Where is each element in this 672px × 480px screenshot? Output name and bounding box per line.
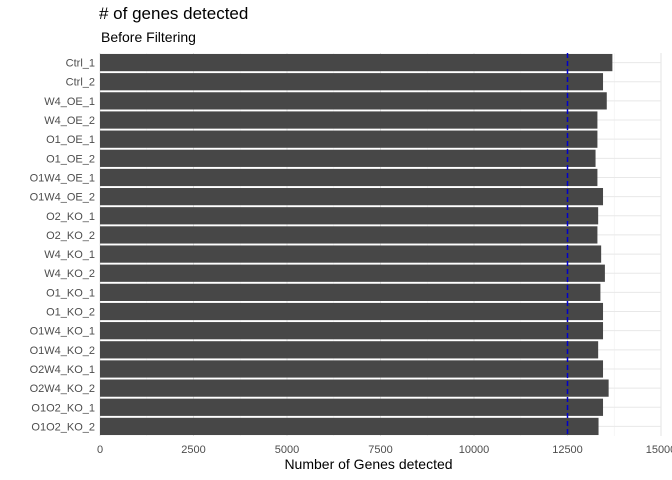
category-label: O1O2_KO_1: [31, 402, 95, 414]
bar-O1_OE_2: [100, 149, 596, 167]
category-label: O1O2_KO_2: [31, 421, 95, 433]
category-tick-labels: Ctrl_1 Ctrl_2 W4_OE_1 W4_OE_2 O1_OE_1 O1_OE_2…: [30, 58, 95, 434]
category-label: Ctrl_1: [66, 58, 95, 70]
category-label: W4_OE_1: [44, 96, 95, 108]
category-label: O2_KO_2: [46, 230, 95, 242]
bar-O2W4_KO_2: [100, 379, 609, 397]
category-label: O2_KO_1: [46, 211, 95, 223]
bar-O2_KO_2: [100, 226, 598, 244]
x-tick-label: 10000: [459, 444, 490, 456]
bar-W4_KO_1: [100, 245, 602, 263]
category-label: W4_KO_2: [44, 268, 95, 280]
x-axis-label: Number of Genes detected: [284, 456, 453, 472]
category-label: O1W4_OE_1: [30, 172, 95, 184]
bar-O1W4_OE_1: [100, 168, 598, 187]
bar-O2_KO_1: [100, 207, 599, 225]
bar-Ctrl_1: [100, 53, 613, 72]
category-label: W4_KO_1: [44, 249, 95, 261]
bar-O2W4_KO_1: [100, 360, 604, 378]
x-tick-label: 5000: [275, 444, 299, 456]
category-label: O1W4_KO_2: [30, 345, 95, 357]
bar-O1O2_KO_2: [100, 417, 599, 436]
bar-O1_KO_2: [100, 302, 604, 321]
bar-O1_KO_1: [100, 283, 601, 301]
category-label: W4_OE_2: [44, 115, 95, 127]
x-tick-label: 15000: [646, 444, 672, 456]
bars: [100, 53, 613, 436]
category-label: O1_KO_2: [46, 307, 95, 319]
category-label: O1W4_KO_1: [30, 326, 95, 338]
bar-W4_KO_2: [100, 264, 605, 282]
bar-Ctrl_2: [100, 73, 604, 91]
chart-subtitle: Before Filtering: [101, 29, 196, 45]
category-label: O1_OE_1: [46, 134, 95, 146]
category-label: Ctrl_2: [66, 77, 95, 89]
bar-O1_OE_1: [100, 130, 598, 148]
x-tick-label: 7500: [368, 444, 392, 456]
bar-W4_OE_2: [100, 111, 598, 129]
x-tick-labels: 0 2500 5000 7500 10000 12500 15000: [97, 444, 672, 456]
bar-O1W4_OE_2: [100, 188, 604, 206]
bar-O1W4_KO_1: [100, 322, 604, 340]
grid-lines: [99, 53, 662, 436]
category-label: O2W4_KO_2: [30, 383, 95, 395]
bar-O1W4_KO_2: [100, 341, 599, 359]
bar-O1O2_KO_1: [100, 398, 604, 416]
x-tick-label: 0: [97, 444, 103, 456]
x-tick-label: 2500: [181, 444, 205, 456]
chart-title: # of genes detected: [99, 4, 249, 23]
category-label: O1W4_OE_2: [30, 192, 95, 204]
category-label: O2W4_KO_1: [30, 364, 95, 376]
x-tick-label: 12500: [552, 444, 583, 456]
category-label: O1_OE_2: [46, 153, 95, 165]
bar-W4_OE_1: [100, 92, 607, 110]
category-label: O1_KO_1: [46, 287, 95, 299]
